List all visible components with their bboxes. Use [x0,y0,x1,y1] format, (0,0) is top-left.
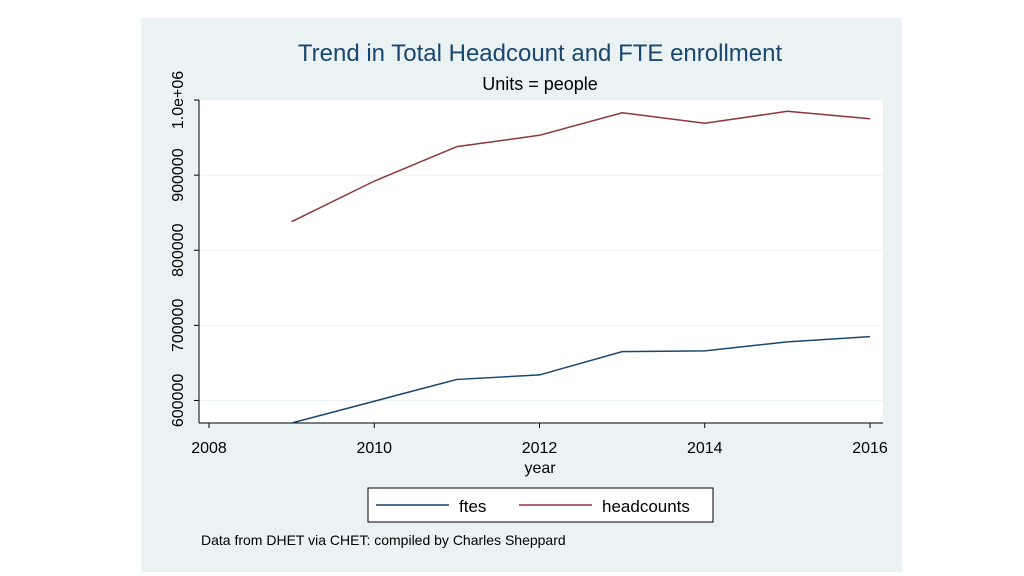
grid-lines [199,99,883,401]
chart-title: Trend in Total Headcount and FTE enrollm… [298,40,783,67]
source-note: Data from DHET via CHET: compiled by Cha… [201,532,566,548]
legend-label-ftes: ftes [459,497,486,516]
x-tick-label: 2014 [687,440,723,457]
chart-figure: Trend in Total Headcount and FTE enrollm… [141,18,902,572]
series-lines [291,110,871,424]
x-tick-label: 2016 [852,440,888,457]
y-tick-label: 1.0e+06 [170,71,187,129]
line-chart: Trend in Total Headcount and FTE enrollm… [170,40,888,548]
legend: ftes headcounts [367,487,714,523]
y-tick-label: 700000 [170,299,187,352]
x-tick-label: 2012 [522,440,558,457]
series-line-ftes [291,335,871,424]
legend-label-headcounts: headcounts [602,497,690,516]
plot-area [199,100,883,423]
x-axis-label: year [524,460,556,477]
y-tick-label: 600000 [170,374,187,427]
y-tick-label: 900000 [170,148,187,201]
x-tick-label: 2008 [191,440,227,457]
series-line-headcounts [291,110,871,223]
x-tick-label: 2010 [356,440,392,457]
y-tick-label: 800000 [170,223,187,276]
axes: 600000 700000 800000 900000 1.0e+06 2008 2010 2… [170,71,888,457]
chart-subtitle: Units = people [482,74,598,94]
